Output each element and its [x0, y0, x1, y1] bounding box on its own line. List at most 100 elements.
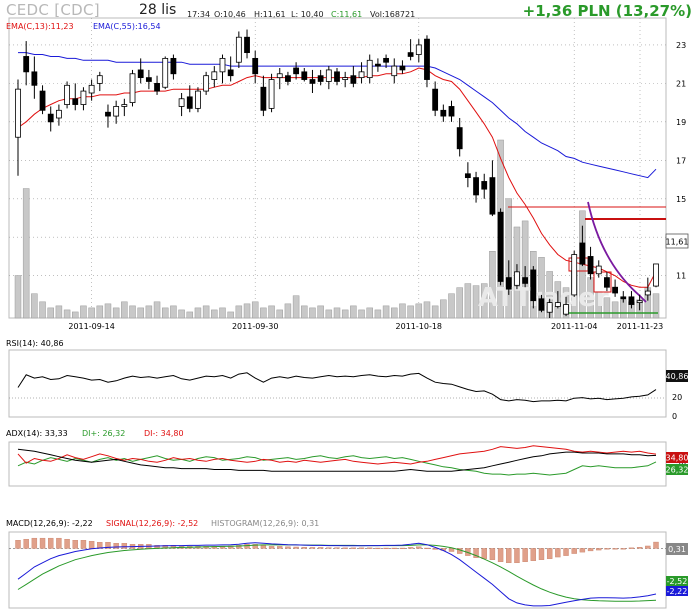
histogram-bar [579, 548, 586, 553]
histogram-bar [88, 541, 95, 549]
histogram-bar [293, 546, 299, 549]
histogram-bar [334, 547, 340, 549]
volume-bar [202, 305, 210, 319]
candle-up [268, 79, 275, 109]
diplus-value-label: 26,32 [666, 466, 689, 475]
histogram-bar [424, 547, 430, 550]
volume-bar [153, 301, 161, 319]
candle-down [137, 69, 144, 79]
histogram-bar [391, 547, 397, 550]
volume-bar [333, 307, 341, 319]
volume-bar [219, 307, 226, 319]
candle-down [497, 211, 504, 282]
candle-down [350, 75, 357, 84]
candle-up [80, 90, 87, 105]
date-tick-label: 2011-11-23 [617, 322, 664, 331]
date-tick-label: 2011-11-04 [551, 322, 598, 331]
macd-value-label: -2,22 [667, 587, 688, 596]
histogram-bar [236, 545, 242, 549]
candle-up [88, 84, 95, 94]
volume-bar [211, 309, 218, 319]
volume-bar [178, 309, 185, 319]
candle-up [391, 65, 398, 77]
candle-up [636, 300, 643, 304]
candle-up [563, 304, 569, 315]
histogram-value-label: 0,31 [668, 545, 686, 554]
candle-up [653, 263, 659, 287]
candle-down [227, 69, 234, 77]
histogram-bar [375, 547, 381, 550]
volume-bar [96, 305, 104, 319]
histogram-bar [80, 540, 87, 549]
volume-bar [47, 307, 54, 319]
candle-down [383, 57, 389, 63]
volume-bar [284, 303, 292, 319]
signal-legend: SIGNAL(12,26,9): -2,52 [106, 519, 198, 528]
candle-up [514, 271, 520, 286]
trend-annotations [508, 201, 666, 314]
candle-down [473, 177, 479, 196]
volume-bar [268, 305, 275, 319]
candle-up [276, 73, 283, 79]
volume-bar [309, 307, 316, 319]
candle-up [325, 69, 332, 82]
histogram-bar [317, 547, 324, 549]
candle-up [366, 59, 373, 79]
histogram-bar [301, 547, 307, 549]
volume-bar [391, 307, 398, 319]
quote-date: 28 lis [139, 2, 177, 18]
candle-up [219, 57, 226, 73]
histogram-bar [587, 548, 594, 552]
candle-down [186, 96, 193, 109]
candle-down [464, 173, 471, 179]
histogram-bar [358, 547, 365, 549]
volume-bar [538, 257, 545, 319]
volume-bar [603, 297, 611, 319]
histogram-bar [48, 537, 54, 549]
histogram-bar [497, 548, 504, 562]
volume-bar [407, 305, 414, 319]
candle-down [522, 277, 529, 284]
histogram-bar [252, 544, 258, 549]
candle-up [415, 44, 422, 55]
histogram-bar [653, 541, 659, 549]
header-bar: CEDC [CDC] 28 lis 17:34 O:10,46 H:11,61 … [0, 0, 700, 22]
candle-up [358, 71, 365, 79]
price-tick-label: 11 [676, 272, 686, 281]
histogram-bar [31, 537, 38, 549]
diminus-legend: DI-: 34,80 [144, 429, 184, 438]
volume-bar [464, 283, 472, 319]
volume-bar [611, 301, 619, 319]
diminus-line [17, 445, 657, 465]
candle-up [546, 302, 553, 313]
histogram-bar [538, 548, 545, 560]
histogram-bar [113, 543, 119, 549]
histogram-bar [367, 547, 373, 549]
histogram-bar [350, 547, 357, 549]
rsi-line [17, 372, 657, 403]
histogram-bar [326, 547, 332, 549]
quote-time: 17:34 [187, 10, 211, 19]
volume-bar [80, 305, 87, 319]
candle-up [342, 77, 349, 80]
volume-bar [423, 301, 431, 319]
histogram-value-box [666, 543, 688, 555]
candle-down [105, 111, 111, 117]
candle-down [301, 71, 308, 80]
volume-bar [652, 293, 660, 319]
date-tick-label: 2011-10-18 [396, 322, 443, 331]
quote-high: H:11,61 [254, 10, 286, 19]
candle-down [538, 298, 545, 311]
histogram-bar [620, 548, 626, 550]
histogram-bar [604, 548, 610, 550]
volume-bar [505, 198, 513, 319]
candle-down [47, 113, 54, 123]
price-tick-label: 19 [676, 118, 686, 127]
histogram-bar [64, 538, 70, 549]
candle-up [129, 73, 136, 104]
histogram-bar [506, 548, 512, 564]
volume-bar [22, 188, 30, 319]
price-tick-label: 23 [676, 41, 686, 50]
volume-bar [170, 305, 177, 319]
